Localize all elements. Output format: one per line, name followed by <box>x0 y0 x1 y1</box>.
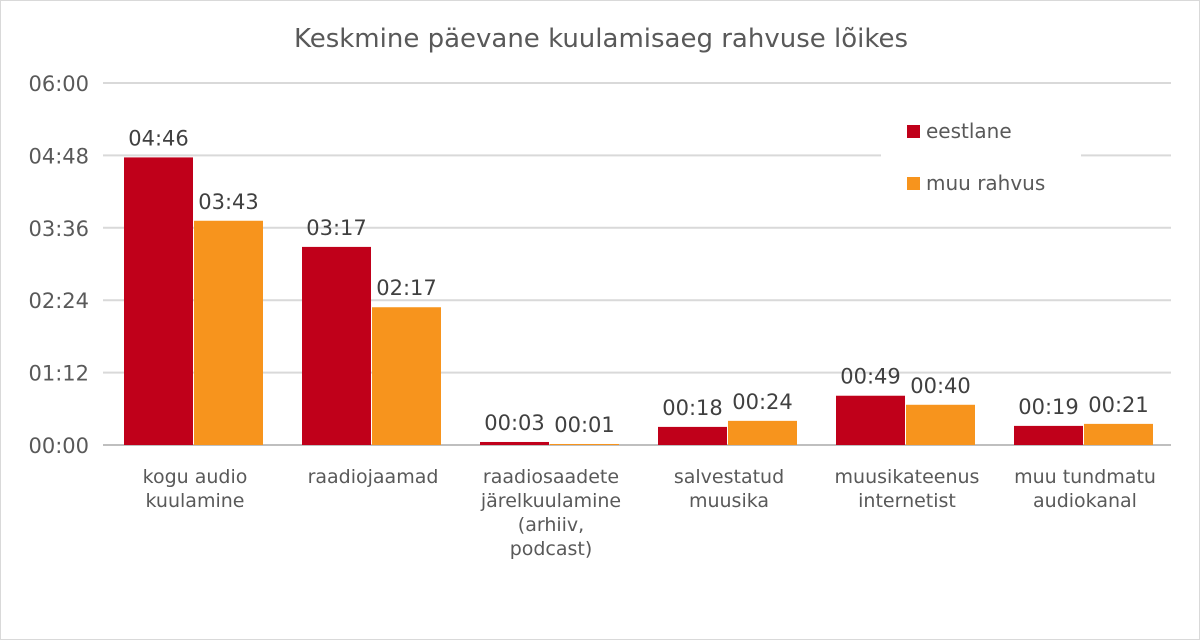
data-label: 00:03 <box>484 411 545 435</box>
category-label: salvestatud muusika <box>674 466 784 512</box>
data-label: 00:40 <box>910 374 971 398</box>
legend-label: eestlane <box>926 119 1012 143</box>
category-label-line: (arhiiv, <box>518 514 584 536</box>
legend-swatch <box>907 177 920 190</box>
category-label: muusikateenus internetist <box>835 466 980 512</box>
category-label-line: salvestatud <box>674 466 784 488</box>
category-label-line: raadiojaamad <box>308 466 439 488</box>
y-tick-label: 04:48 <box>28 144 89 168</box>
category-label-line: kuulamine <box>146 490 245 512</box>
y-axis-ticks: 00:00 01:12 02:24 03:36 04:48 06:00 <box>28 72 89 458</box>
bar-muu-rahvus-2 <box>550 443 619 445</box>
category-label-line: muusikateenus <box>835 466 980 488</box>
category-label-line: audiokanal <box>1033 490 1137 512</box>
category-labels: kogu audio kuulamine raadiojaamad raadiosaa… <box>143 466 1156 560</box>
bar-muu-rahvus-1 <box>372 307 441 445</box>
category-label-line: muu tundmatu <box>1014 466 1156 488</box>
data-label: 00:21 <box>1088 393 1149 417</box>
data-labels: 04:46 03:17 00:03 00:18 00:49 00:19 03:43 02:17… <box>128 126 1149 437</box>
category-label-line: muusika <box>689 490 769 512</box>
y-tick-label: 03:36 <box>28 217 89 241</box>
bar-eestlane-2 <box>480 441 549 445</box>
chart-title: Keskmine päevane kuulamisaeg rahvuse lõi… <box>294 24 908 54</box>
y-tick-label: 01:12 <box>28 362 89 386</box>
legend: eestlane muu rahvus <box>881 109 1081 209</box>
bar-muu-rahvus-3 <box>728 420 797 445</box>
y-tick-label: 00:00 <box>28 434 89 458</box>
category-label-line: kogu audio <box>143 466 248 488</box>
data-label: 00:01 <box>554 413 615 437</box>
data-label: 02:17 <box>376 276 437 300</box>
data-label: 03:43 <box>198 190 259 214</box>
data-label: 00:18 <box>662 396 723 420</box>
bar-eestlane-0 <box>124 157 193 445</box>
bar-eestlane-3 <box>658 426 727 445</box>
data-label: 00:24 <box>732 390 793 414</box>
bar-eestlane-1 <box>302 246 371 445</box>
y-tick-label: 02:24 <box>28 289 89 313</box>
legend-swatch <box>907 125 920 138</box>
category-label: raadiosaadete järelkuulamine (arhiiv, podca… <box>480 466 621 560</box>
data-label: 03:17 <box>306 216 367 240</box>
bar-muu-rahvus-5 <box>1084 423 1153 445</box>
category-label-line: raadiosaadete <box>483 466 619 488</box>
data-label: 00:19 <box>1018 395 1079 419</box>
category-label-line: järelkuulamine <box>480 490 621 512</box>
data-label: 00:49 <box>840 365 901 389</box>
category-label: raadiojaamad <box>308 466 439 488</box>
category-label-line: internetist <box>858 490 956 512</box>
y-tick-label: 06:00 <box>28 72 89 96</box>
data-label: 04:46 <box>128 126 189 150</box>
bar-muu-rahvus-4 <box>906 404 975 445</box>
category-label: kogu audio kuulamine <box>143 466 248 512</box>
gridlines <box>103 82 1171 446</box>
category-label-line: podcast) <box>510 538 593 560</box>
category-label: muu tundmatu audiokanal <box>1014 466 1156 512</box>
bar-eestlane-5 <box>1014 425 1083 445</box>
legend-label: muu rahvus <box>926 171 1045 195</box>
bar-muu-rahvus-0 <box>194 220 263 445</box>
bar-eestlane-4 <box>836 395 905 445</box>
bars <box>124 157 1153 445</box>
